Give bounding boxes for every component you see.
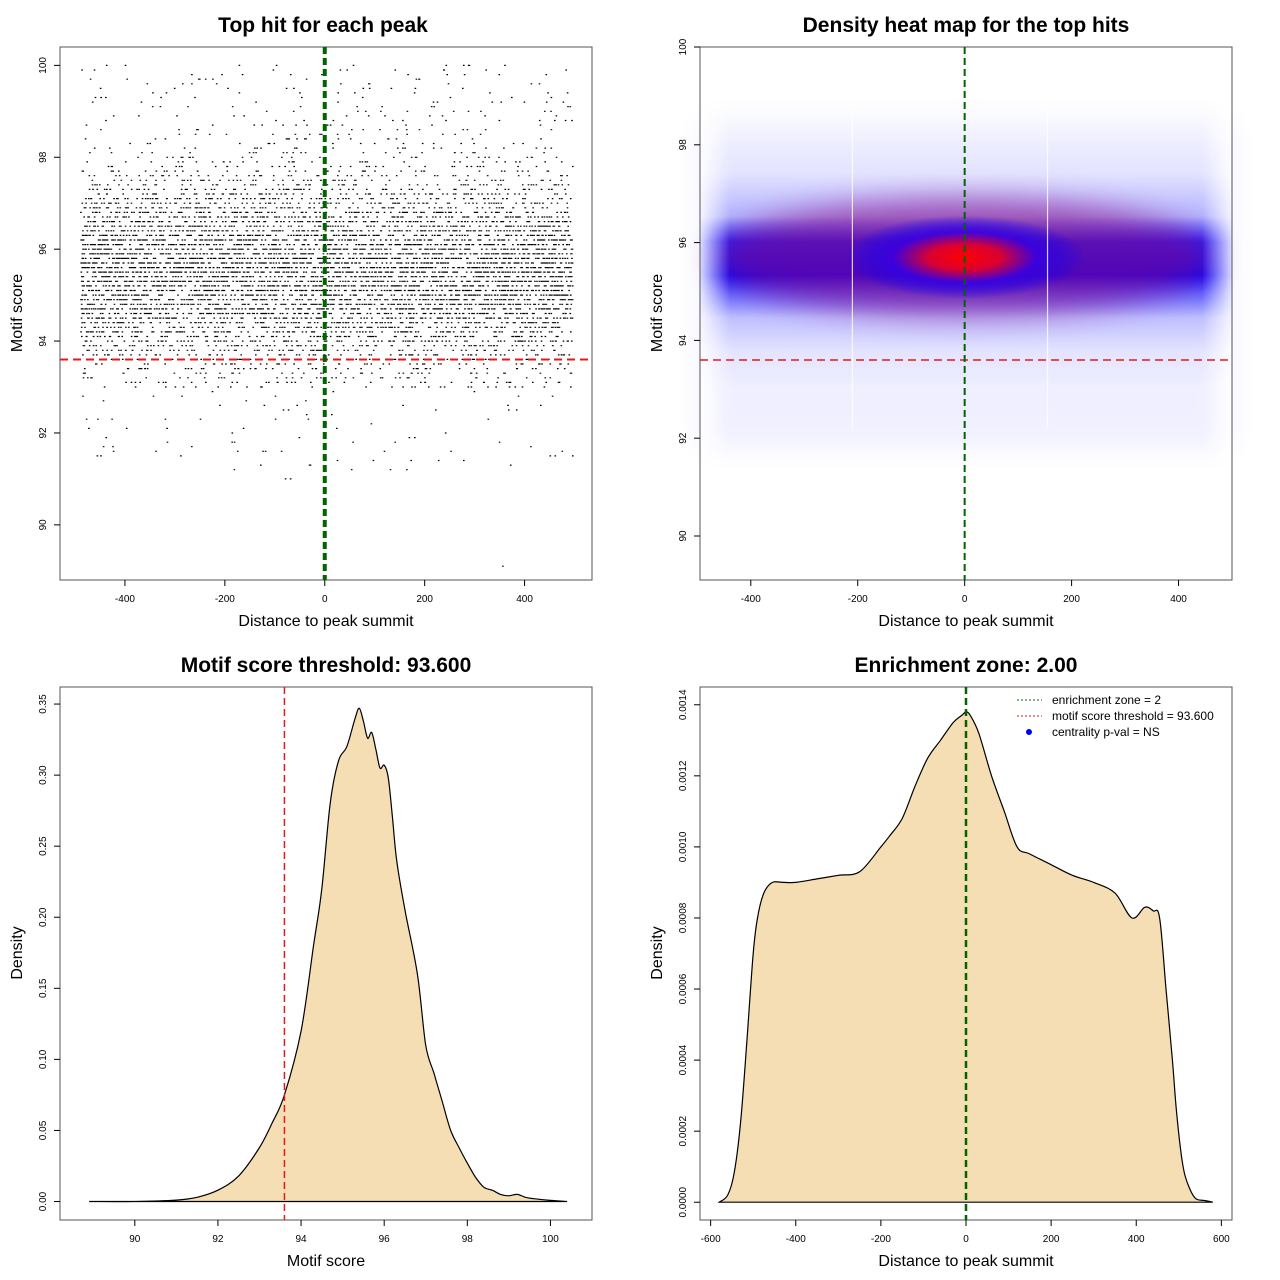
y-tick-label: 0.0014	[678, 689, 689, 720]
y-tick-label: 96	[38, 243, 49, 255]
x-tick-label: -200	[848, 594, 868, 605]
y-tick-label: 0.0012	[678, 760, 689, 791]
x-tick-label: 0	[962, 594, 968, 605]
distance-density-panel: Enrichment zone: 2.00 -600 -400 -200 0 200 40…	[649, 654, 1233, 1270]
y-tick-label: 0.0008	[678, 902, 689, 933]
x-tick-label: 90	[129, 1234, 141, 1245]
plot-frame	[59, 686, 593, 1221]
y-tick-label: 0.35	[38, 694, 49, 714]
x-tick-label: 600	[1213, 1234, 1230, 1245]
legend-marker-dot	[1026, 729, 1032, 735]
x-axis-label: Motif score	[287, 1253, 365, 1270]
x-tick-label: -400	[786, 1234, 806, 1245]
x-tick-label: 98	[462, 1234, 474, 1245]
y-axis-label: Density	[9, 926, 26, 979]
chart-legend: enrichment zone = 2 motif score threshold…	[1017, 693, 1214, 739]
x-tick-label: 400	[516, 594, 533, 605]
x-axis-label: Distance to peak summit	[878, 613, 1054, 630]
y-tick-label: 90	[38, 519, 49, 531]
chart-title: Density heat map for the top hits	[803, 14, 1130, 37]
edge-fade-right	[1202, 47, 1232, 580]
x-axis-label: Distance to peak summit	[878, 1253, 1054, 1270]
x-tick-label: 94	[296, 1234, 308, 1245]
scatter-plot-area: -400 -200 0 200 400 90 92 94 96 98 100	[38, 46, 593, 605]
x-tick-label: 0	[963, 1234, 969, 1245]
x-tick-label: -400	[115, 594, 135, 605]
x-tick-label: -200	[215, 594, 235, 605]
y-axis-label: Motif score	[649, 274, 666, 352]
chart-title: Top hit for each peak	[218, 14, 428, 37]
score-density-plot-area: 90 92 94 96 98 100 0.00 0.05 0.10 0.15 0.20 0.25 0.3…	[38, 686, 593, 1245]
y-tick-label: 90	[678, 530, 689, 542]
y-tick-label: 0.0010	[678, 831, 689, 862]
scatter-points	[80, 64, 574, 567]
y-tick-label: 0.0004	[678, 1044, 689, 1075]
legend-entry-label: centrality p-val = NS	[1052, 725, 1160, 739]
x-tick-label: 100	[542, 1234, 559, 1245]
x-tick-label: 200	[1063, 594, 1080, 605]
scatter-point-cloud	[80, 64, 574, 567]
density-area	[89, 707, 568, 1203]
heatmap-panel: Density heat map for the top hits -400 -2…	[649, 14, 1233, 630]
y-tick-label: 0.00	[38, 1191, 49, 1211]
legend-entry-label: enrichment zone = 2	[1052, 693, 1161, 707]
chart-title: Enrichment zone: 2.00	[855, 654, 1078, 677]
x-axis-label: Distance to peak summit	[238, 613, 414, 630]
distance-density-plot-area: -600 -400 -200 0 200 400 600 0.0000 0.0002 0.0004…	[678, 686, 1233, 1245]
y-tick-label: 0.0006	[678, 973, 689, 1004]
x-tick-label: 400	[1170, 594, 1187, 605]
chart-title: Motif score threshold: 93.600	[181, 654, 472, 677]
y-tick-label: 92	[678, 432, 689, 444]
y-tick-label: 92	[38, 427, 49, 439]
plot-frame	[699, 46, 1233, 581]
y-tick-label: 96	[678, 237, 689, 249]
x-tick-label: 0	[322, 594, 328, 605]
x-tick-label: 400	[1128, 1234, 1145, 1245]
x-tick-label: -600	[701, 1234, 721, 1245]
y-tick-label: 94	[678, 334, 689, 346]
y-tick-label: 0.0002	[678, 1115, 689, 1146]
x-tick-label: -200	[871, 1234, 891, 1245]
y-tick-label: 0.05	[38, 1120, 49, 1140]
x-tick-label: 200	[416, 594, 433, 605]
y-tick-label: 100	[678, 38, 689, 55]
edge-fade-left	[700, 47, 730, 580]
legend-entry-label: motif score threshold = 93.600	[1052, 709, 1214, 723]
y-axis-label: Motif score	[9, 274, 26, 352]
y-tick-label: 0.25	[38, 836, 49, 856]
y-tick-label: 0.15	[38, 978, 49, 998]
score-density-panel: Motif score threshold: 93.600 90 92 94 96 98…	[9, 654, 593, 1270]
y-tick-label: 0.0000	[678, 1187, 689, 1218]
x-tick-label: 92	[212, 1234, 224, 1245]
x-tick-label: 200	[1043, 1234, 1060, 1245]
y-tick-label: 98	[38, 151, 49, 163]
y-axis-label: Density	[649, 926, 666, 979]
heatmap-plot-area: -400 -200 0 200 400 90 92 94 96 98 100	[678, 38, 1233, 605]
y-tick-label: 0.10	[38, 1049, 49, 1069]
y-tick-label: 0.20	[38, 907, 49, 927]
y-tick-label: 0.30	[38, 765, 49, 785]
scatter-panel: Top hit for each peak -400 -200 0 200 400 90 9…	[9, 14, 593, 630]
x-tick-label: -400	[741, 594, 761, 605]
x-tick-label: 96	[379, 1234, 391, 1245]
y-tick-label: 98	[678, 139, 689, 151]
y-tick-label: 94	[38, 335, 49, 347]
y-tick-label: 100	[38, 57, 49, 74]
